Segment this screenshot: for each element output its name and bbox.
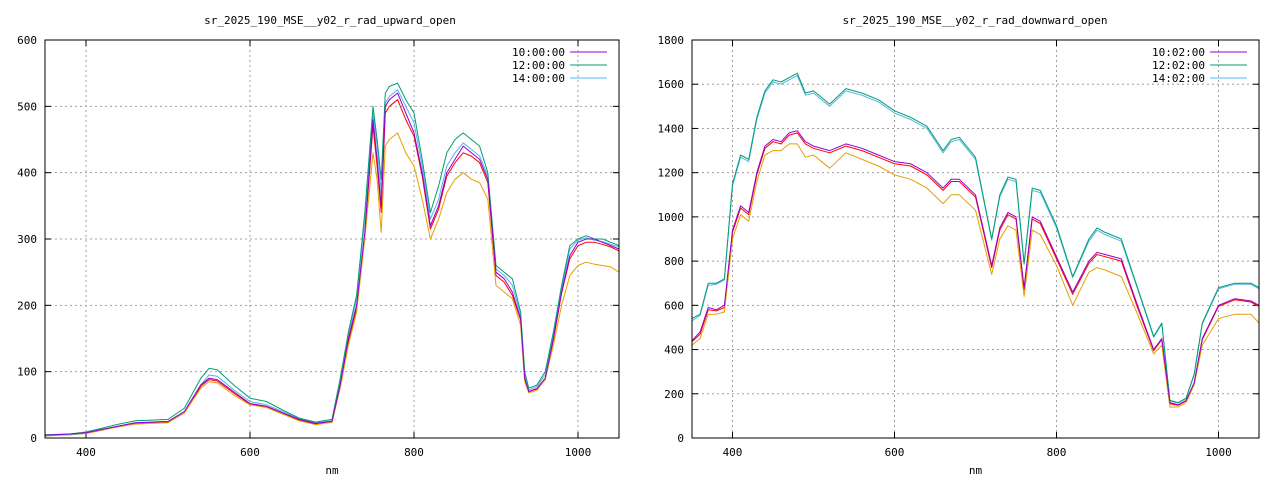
x-tick-label: 600: [240, 446, 260, 459]
y-tick-label: 1600: [658, 78, 685, 91]
legend-label: 14:00:00: [512, 72, 565, 85]
y-tick-label: 400: [17, 167, 37, 180]
x-tick-label: 600: [885, 446, 905, 459]
series-line-2: [45, 82, 619, 436]
y-tick-label: 200: [664, 388, 684, 401]
series-line-2: [692, 72, 1259, 404]
x-tick-label: 800: [404, 446, 424, 459]
series-line-1: [45, 92, 619, 436]
series-line-4: [692, 143, 1259, 408]
x-axis-label: nm: [325, 464, 339, 477]
legend-label: 14:02:00: [1152, 72, 1205, 85]
legend-label: 10:02:00: [1152, 46, 1205, 59]
y-tick-label: 0: [677, 432, 684, 445]
y-tick-label: 400: [664, 344, 684, 357]
y-tick-label: 100: [17, 366, 37, 379]
y-tick-label: 200: [17, 299, 37, 312]
x-tick-label: 400: [723, 446, 743, 459]
y-tick-label: 800: [664, 255, 684, 268]
series-line-4: [45, 132, 619, 437]
plot-frame: [691, 39, 1260, 439]
x-axis-label: nm: [969, 464, 983, 477]
x-tick-label: 400: [76, 446, 96, 459]
x-tick-label: 800: [1047, 446, 1067, 459]
y-tick-label: 1400: [658, 122, 685, 135]
x-tick-label: 1000: [1205, 446, 1232, 459]
series-line-3: [45, 89, 619, 436]
chart-title: sr_2025_190_MSE__y02_r_rad_upward_open: [204, 14, 456, 27]
y-tick-label: 600: [17, 34, 37, 47]
y-tick-label: 1000: [658, 211, 685, 224]
chart-title: sr_2025_190_MSE__y02_r_rad_downward_open: [843, 14, 1108, 27]
series-line-3: [692, 74, 1259, 404]
plot-frame: [44, 39, 620, 439]
y-tick-label: 1800: [658, 34, 685, 47]
y-tick-label: 600: [664, 299, 684, 312]
legend-label: 12:00:00: [512, 59, 565, 72]
series-line-1: [692, 130, 1259, 406]
chart-panel-2: sr_2025_190_MSE__y02_r_rad_downward_open…: [658, 14, 1260, 477]
y-tick-label: 500: [17, 100, 37, 113]
y-tick-label: 0: [30, 432, 37, 445]
y-tick-label: 1200: [658, 167, 685, 180]
series-line-5: [45, 99, 619, 436]
legend-label: 12:02:00: [1152, 59, 1205, 72]
y-tick-label: 300: [17, 233, 37, 246]
legend-label: 10:00:00: [512, 46, 565, 59]
series-line-5: [692, 132, 1259, 406]
x-tick-label: 1000: [565, 446, 592, 459]
chart-panel-1: sr_2025_190_MSE__y02_r_rad_upward_open 0 1…: [17, 14, 620, 477]
